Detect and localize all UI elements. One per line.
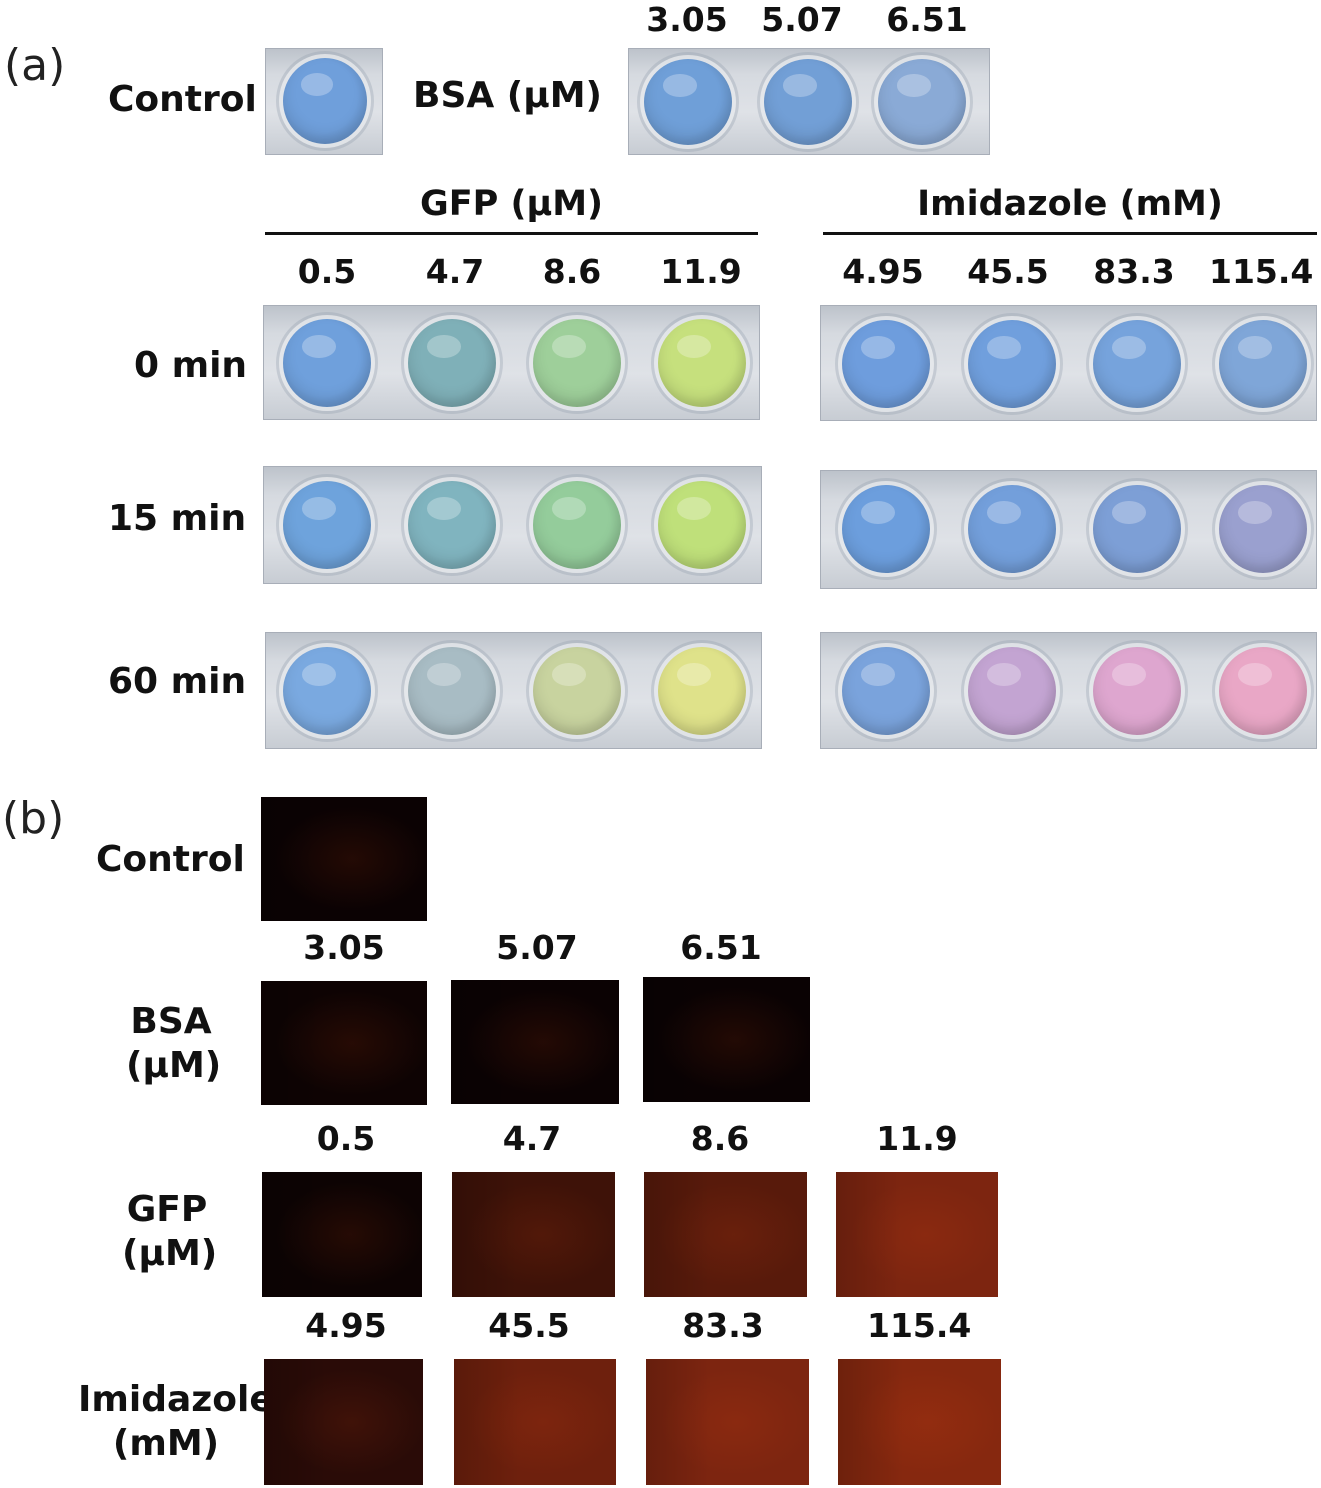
gfp-strip-15min bbox=[263, 466, 762, 584]
imidazole-well bbox=[968, 485, 1056, 573]
fluo-bsa-label-line1: BSA bbox=[130, 1001, 212, 1042]
fluo-bsa-conc-label: 5.07 bbox=[496, 928, 578, 967]
imidazole-header-rule bbox=[823, 232, 1317, 235]
control-well-strip bbox=[265, 48, 383, 155]
imidazole-well bbox=[1093, 320, 1181, 408]
gfp-conc-label: 11.9 bbox=[660, 252, 742, 291]
fluo-gfp-conc-label: 11.9 bbox=[876, 1119, 958, 1158]
gfp-well bbox=[658, 481, 746, 569]
fluo-imidazole-conc-label: 115.4 bbox=[867, 1306, 972, 1345]
fluo-imidazole-conc-label: 45.5 bbox=[488, 1306, 570, 1345]
imidazole-well bbox=[842, 320, 930, 408]
gfp-well bbox=[658, 319, 746, 407]
imidazole-header: Imidazole (mM) bbox=[917, 184, 1223, 224]
bsa-conc-label: 3.05 bbox=[646, 0, 728, 39]
fluo-imidazole-label-line2: (mM) bbox=[112, 1422, 220, 1464]
imidazole-well bbox=[1093, 485, 1181, 573]
gfp-header-rule bbox=[265, 232, 758, 235]
gfp-well bbox=[408, 319, 496, 407]
gfp-conc-label: 8.6 bbox=[542, 252, 602, 291]
gfp-well bbox=[408, 481, 496, 569]
imidazole-well bbox=[842, 647, 930, 735]
fluo-bsa-label-line2: (μM) bbox=[126, 1044, 222, 1086]
imidazole-well bbox=[968, 647, 1056, 735]
panel-b-label: (b) bbox=[2, 793, 65, 844]
fluo-imidazole-square bbox=[838, 1359, 1001, 1485]
fluo-imidazole-label-line1: Imidazole bbox=[78, 1379, 274, 1420]
bsa-well bbox=[764, 59, 852, 145]
time-label-60: 60 min bbox=[108, 661, 247, 702]
bsa-well bbox=[878, 59, 966, 145]
fluo-gfp-conc-label: 8.6 bbox=[690, 1119, 750, 1158]
gfp-strip-0min bbox=[263, 305, 760, 420]
fluo-imidazole-conc-label: 83.3 bbox=[682, 1306, 764, 1345]
gfp-strip-60min bbox=[265, 632, 762, 749]
panel-a-label: (a) bbox=[4, 40, 66, 91]
imidazole-well bbox=[1093, 647, 1181, 735]
fluo-control-label: Control bbox=[96, 839, 245, 880]
imidazole-conc-label: 45.5 bbox=[967, 252, 1049, 291]
bsa-well bbox=[644, 59, 732, 145]
bsa-well-strip bbox=[628, 48, 990, 155]
imidazole-well bbox=[1219, 320, 1307, 408]
imidazole-strip-15min bbox=[820, 470, 1317, 589]
imidazole-well bbox=[1219, 485, 1307, 573]
gfp-header: GFP (μM) bbox=[419, 184, 604, 224]
gfp-well bbox=[283, 319, 371, 407]
imidazole-strip-0min bbox=[820, 305, 1317, 421]
imidazole-well bbox=[1219, 647, 1307, 735]
fluo-bsa-conc-label: 3.05 bbox=[303, 928, 385, 967]
fluo-gfp-label-line1: GFP bbox=[126, 1189, 208, 1230]
fluo-bsa-square bbox=[451, 980, 619, 1104]
fluo-gfp-square bbox=[836, 1172, 998, 1297]
gfp-well bbox=[658, 647, 746, 735]
fluo-bsa-square bbox=[643, 977, 810, 1102]
fluo-bsa-label: BSA (μM) bbox=[126, 1000, 222, 1088]
control-label: Control bbox=[108, 79, 257, 120]
imidazole-strip-60min bbox=[820, 632, 1317, 749]
gfp-well bbox=[283, 647, 371, 735]
imidazole-conc-label: 83.3 bbox=[1093, 252, 1175, 291]
fluo-gfp-label-line2: (μM) bbox=[122, 1232, 218, 1274]
fluo-imidazole-conc-label: 4.95 bbox=[305, 1306, 387, 1345]
gfp-well bbox=[533, 647, 621, 735]
bsa-conc-label: 5.07 bbox=[761, 0, 843, 39]
gfp-well bbox=[283, 481, 371, 569]
fluo-gfp-conc-label: 4.7 bbox=[502, 1119, 562, 1158]
control-well bbox=[283, 58, 367, 144]
gfp-well bbox=[533, 481, 621, 569]
fluo-bsa-square bbox=[261, 981, 427, 1105]
fluo-gfp-label: GFP (μM) bbox=[122, 1188, 218, 1276]
fluo-gfp-square bbox=[644, 1172, 807, 1297]
fluo-gfp-square bbox=[262, 1172, 422, 1297]
fluo-imidazole-label: Imidazole (mM) bbox=[78, 1378, 274, 1466]
gfp-well bbox=[408, 647, 496, 735]
fluo-imidazole-square bbox=[646, 1359, 809, 1485]
fluo-gfp-square bbox=[452, 1172, 615, 1297]
imidazole-well bbox=[968, 320, 1056, 408]
gfp-conc-label: 4.7 bbox=[425, 252, 485, 291]
fluo-imidazole-square bbox=[454, 1359, 616, 1485]
fluo-control-square bbox=[261, 797, 427, 921]
time-label-15: 15 min bbox=[108, 498, 247, 539]
fluo-bsa-conc-label: 6.51 bbox=[680, 928, 762, 967]
bsa-label: BSA (μM) bbox=[413, 75, 602, 116]
bsa-conc-label: 6.51 bbox=[886, 0, 968, 39]
gfp-conc-label: 0.5 bbox=[297, 252, 357, 291]
gfp-well bbox=[533, 319, 621, 407]
imidazole-well bbox=[842, 485, 930, 573]
imidazole-conc-label: 4.95 bbox=[842, 252, 924, 291]
fluo-imidazole-square bbox=[264, 1359, 423, 1485]
imidazole-conc-label: 115.4 bbox=[1209, 252, 1314, 291]
fluo-gfp-conc-label: 0.5 bbox=[316, 1119, 376, 1158]
time-label-0: 0 min bbox=[134, 345, 248, 386]
